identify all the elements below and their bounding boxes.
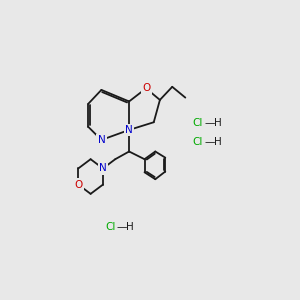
Text: H: H: [214, 118, 222, 128]
Text: N: N: [99, 164, 107, 173]
Text: O: O: [142, 83, 150, 93]
Text: —: —: [205, 137, 215, 147]
Text: —: —: [205, 118, 215, 128]
Text: H: H: [126, 222, 134, 232]
Text: N: N: [125, 125, 133, 135]
Text: O: O: [74, 180, 82, 190]
Text: Cl: Cl: [193, 118, 203, 128]
Text: Cl: Cl: [105, 222, 115, 232]
Text: —: —: [117, 222, 127, 232]
Text: H: H: [214, 137, 222, 147]
Text: N: N: [98, 135, 105, 145]
Text: Cl: Cl: [193, 137, 203, 147]
